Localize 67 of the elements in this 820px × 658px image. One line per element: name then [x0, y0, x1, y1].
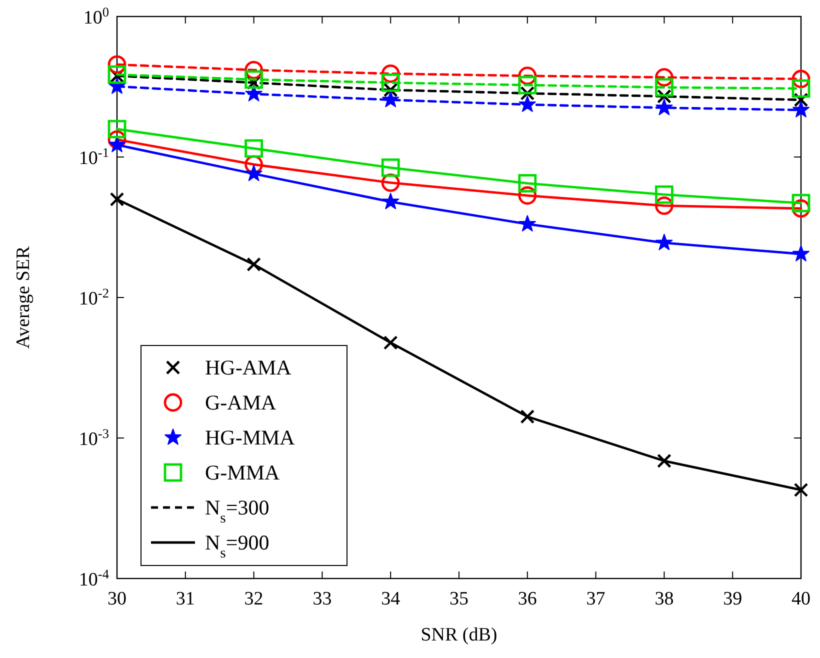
point — [518, 174, 537, 192]
x-tick-label: 34 — [381, 588, 401, 610]
point — [244, 60, 263, 80]
point — [110, 192, 124, 206]
y-axis-title: Average SER — [13, 246, 34, 349]
point — [655, 196, 674, 215]
point — [792, 70, 810, 88]
point — [655, 185, 674, 204]
point — [381, 73, 400, 92]
x-tick-label: 30 — [108, 588, 126, 610]
point — [382, 90, 400, 108]
y-tick-label: 10$^{-2}$ — [78, 285, 109, 310]
point — [656, 234, 673, 250]
point — [520, 86, 535, 101]
point — [792, 244, 810, 262]
point — [792, 79, 810, 98]
point — [108, 55, 126, 74]
point — [244, 70, 263, 89]
point — [108, 65, 126, 84]
point — [245, 84, 262, 102]
x-tick-label: 38 — [654, 588, 674, 610]
point — [520, 409, 535, 424]
x-tick-label: 39 — [723, 588, 742, 610]
y-tick-label: 10$^{-1}$ — [78, 144, 109, 169]
point — [794, 92, 808, 108]
point — [655, 78, 674, 97]
legend-label: HG-MMA — [205, 426, 296, 450]
point — [382, 192, 400, 210]
point — [108, 120, 126, 138]
point — [518, 215, 536, 232]
point — [246, 257, 261, 272]
x-tick-label: 31 — [176, 588, 195, 610]
point — [518, 76, 537, 94]
point — [381, 64, 400, 83]
point — [245, 164, 262, 182]
point — [792, 199, 810, 218]
point — [244, 139, 263, 158]
legend-label: G-AMA — [205, 390, 277, 414]
point — [108, 130, 126, 149]
point — [792, 101, 810, 118]
point — [656, 98, 673, 116]
x-axis-title: SNR (dB) — [420, 624, 498, 646]
legend-label: G-MMA — [205, 460, 281, 484]
point — [518, 96, 536, 112]
x-tick-label: 36 — [518, 588, 537, 610]
point — [518, 186, 537, 205]
annotation: N$_{s}$=300 — [205, 496, 270, 526]
point — [381, 158, 400, 177]
point — [108, 136, 126, 152]
point — [383, 335, 398, 350]
point — [655, 68, 674, 87]
legend-label: HG-AMA — [205, 356, 292, 380]
y-tick-label: 10$^{-3}$ — [78, 426, 110, 450]
point — [381, 174, 400, 192]
x-tick-label: 32 — [244, 588, 264, 610]
x-tick-label: 33 — [312, 588, 332, 610]
point — [792, 194, 810, 212]
x-tick-label: 40 — [792, 588, 810, 610]
x-tick-label: 37 — [586, 588, 606, 610]
point — [518, 66, 537, 86]
point — [794, 482, 808, 498]
point — [657, 454, 672, 468]
y-tick-label: 10$^{-4}$ — [78, 566, 110, 590]
annotation: N$_{s}$=900 — [205, 530, 270, 562]
point — [657, 89, 672, 104]
x-tick-label: 35 — [450, 588, 468, 610]
y-tick-label: 10$^{0}$ — [83, 4, 110, 28]
